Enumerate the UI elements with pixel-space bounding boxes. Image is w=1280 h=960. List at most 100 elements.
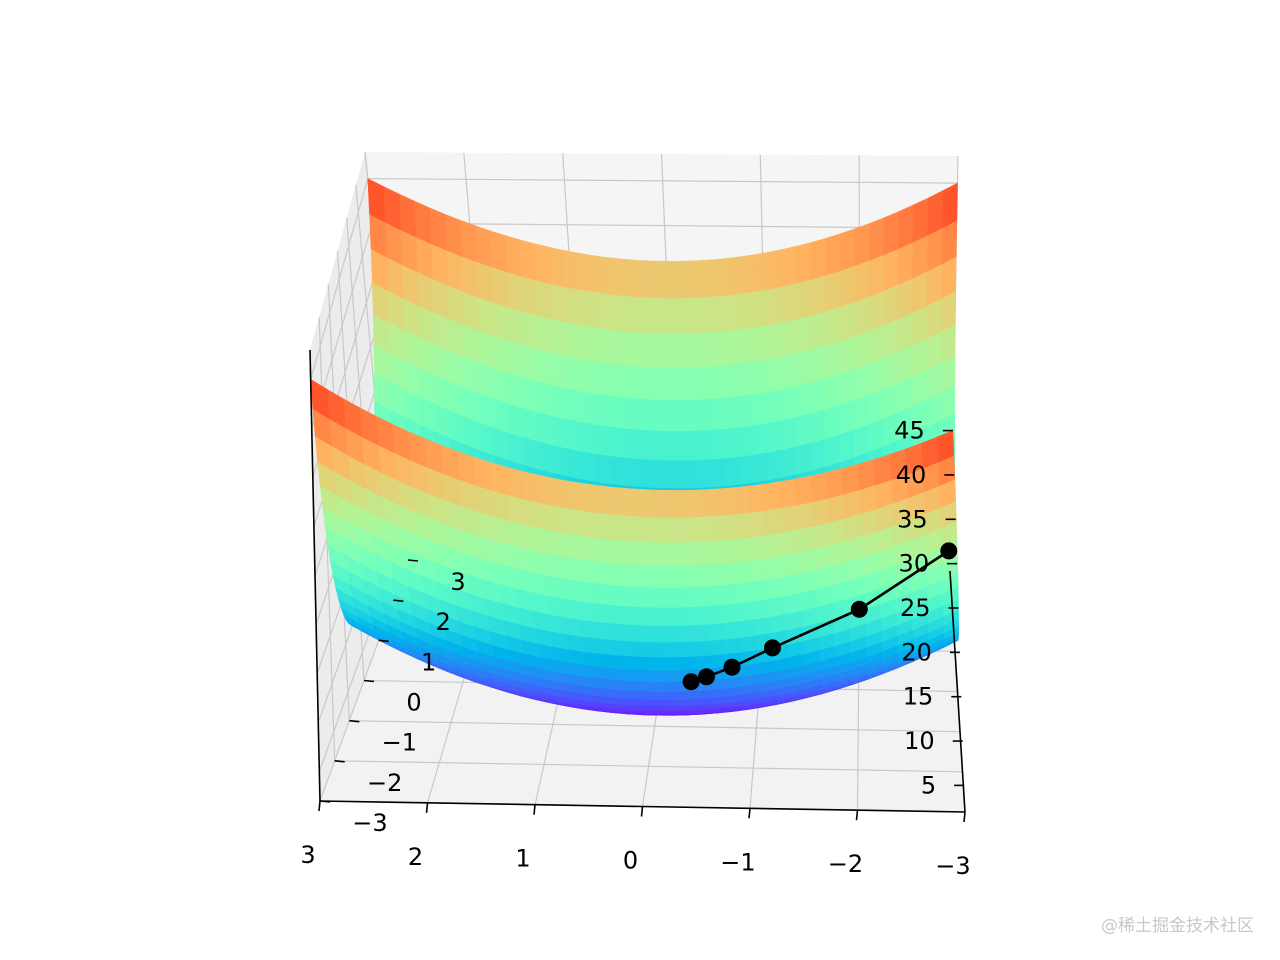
- surface-facet: [548, 246, 566, 288]
- surface-facet: [581, 422, 597, 455]
- surface-facet: [624, 428, 640, 460]
- surface-facet: [627, 624, 646, 643]
- surface-facet: [795, 382, 811, 418]
- surface-facet: [587, 510, 606, 540]
- surface-facet: [608, 584, 627, 607]
- surface-facet: [912, 197, 929, 244]
- surface-facet: [522, 345, 538, 383]
- surface-facet: [795, 242, 812, 285]
- surface-facet: [638, 459, 654, 489]
- surface-facet: [824, 341, 840, 380]
- surface-facet: [656, 586, 675, 608]
- surface-facet: [489, 230, 507, 273]
- surface-facet: [853, 260, 870, 304]
- surface-facet: [563, 250, 580, 291]
- surface-facet: [680, 260, 696, 299]
- surface-facet: [534, 243, 551, 285]
- surface-facet: [588, 536, 608, 563]
- surface-facet: [664, 681, 683, 692]
- surface-facet: [667, 367, 683, 401]
- surface-facet: [619, 514, 638, 542]
- y-tick: [363, 679, 375, 683]
- surface-facet: [522, 498, 542, 529]
- surface-facet: [765, 555, 784, 580]
- surface-facet: [616, 668, 635, 682]
- surface-facet: [780, 529, 799, 556]
- y-tick-label: −2: [367, 769, 402, 797]
- surface-facet: [637, 541, 656, 566]
- surface-facet: [729, 486, 748, 515]
- surface-facet: [672, 586, 691, 608]
- surface-facet: [666, 333, 683, 369]
- surface-facet: [607, 257, 624, 297]
- surface-facet: [520, 276, 537, 317]
- path-point: [723, 658, 741, 676]
- x-tick: [533, 804, 536, 815]
- y-tick: [349, 719, 360, 723]
- surface-facet: [508, 432, 524, 466]
- surface-facet: [882, 249, 899, 293]
- surface-facet: [710, 365, 726, 400]
- surface-facet: [798, 569, 817, 594]
- surface-facet: [653, 705, 671, 712]
- surface-facet: [896, 313, 913, 354]
- surface-facet: [652, 367, 668, 401]
- surface-facet: [551, 385, 568, 421]
- axis-lines: [309, 349, 966, 823]
- surface-facet: [540, 528, 560, 557]
- x-tick-label: −3: [935, 852, 970, 880]
- surface-facet: [753, 423, 769, 456]
- surface-facet: [882, 352, 898, 391]
- surface-facet: [824, 434, 840, 468]
- surface-facet: [693, 655, 711, 670]
- y-tick-label: 2: [436, 608, 451, 636]
- surface-facet: [753, 392, 769, 427]
- z-tick-label: 10: [904, 727, 935, 755]
- surface-facet: [867, 358, 883, 396]
- surface-facet: [549, 283, 567, 324]
- surface-facet: [654, 565, 673, 588]
- surface-facet: [662, 656, 680, 671]
- surface-facet: [537, 441, 554, 474]
- surface-facet: [476, 296, 494, 337]
- surface-facet: [681, 430, 697, 462]
- surface-facet: [668, 541, 688, 567]
- surface-facet: [519, 239, 536, 281]
- surface-facet: [674, 624, 693, 643]
- surface-facet: [795, 501, 813, 530]
- surface-facet: [654, 710, 672, 715]
- surface-facet: [767, 576, 785, 600]
- surface-facet: [652, 699, 670, 707]
- surface-facet: [590, 560, 610, 585]
- surface-facet: [716, 538, 735, 565]
- surface-facet: [873, 454, 892, 486]
- surface-facet: [566, 633, 585, 652]
- surface-facet: [825, 468, 844, 499]
- x-tick-label: 2: [408, 843, 423, 871]
- surface-facet: [565, 356, 582, 393]
- surface-facet: [523, 437, 539, 470]
- x-tick: [963, 811, 966, 823]
- surface-facet: [813, 544, 831, 571]
- surface-facet: [723, 256, 739, 297]
- surface-facet: [824, 233, 841, 277]
- surface-facet: [617, 487, 637, 517]
- surface-facet: [608, 294, 625, 332]
- surface-facet: [838, 336, 855, 375]
- surface-facet: [707, 638, 726, 656]
- surface-facet: [739, 635, 757, 653]
- surface-facet: [867, 325, 884, 365]
- surface-facet: [752, 598, 771, 620]
- surface-facet: [478, 393, 495, 429]
- surface-facet: [522, 408, 539, 443]
- surface-facet: [695, 296, 711, 335]
- surface-facet: [643, 624, 662, 643]
- surface-facet: [491, 302, 509, 342]
- surface-facet: [478, 362, 495, 400]
- surface-facet: [723, 293, 740, 333]
- surface-facet: [724, 427, 740, 460]
- surface-facet: [580, 359, 597, 395]
- x-tick-label: −1: [720, 848, 755, 876]
- surface-facet: [752, 252, 768, 293]
- surface-facet: [461, 291, 479, 332]
